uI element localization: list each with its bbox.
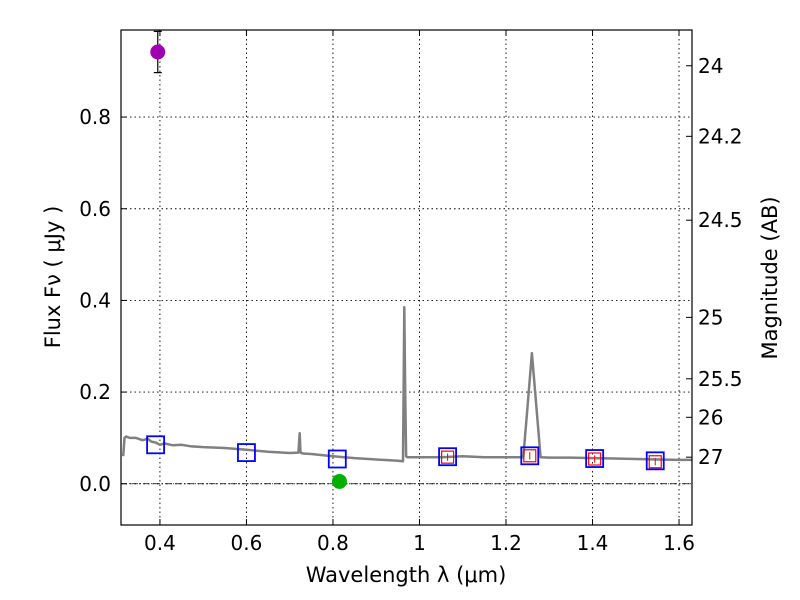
x-tick-label: 1.4 bbox=[577, 531, 609, 555]
x-tick-label: 1 bbox=[413, 531, 426, 555]
model-band-square bbox=[146, 435, 166, 455]
observed-square bbox=[440, 450, 455, 464]
model-band-square bbox=[327, 449, 347, 469]
x-axis-label: Wavelength λ (μm) bbox=[306, 563, 507, 587]
model-spectrum-line bbox=[121, 306, 692, 463]
model-band-square bbox=[438, 447, 457, 467]
observed-square bbox=[523, 449, 537, 463]
observed-square bbox=[588, 452, 602, 466]
x-tick-label: 1.2 bbox=[490, 531, 522, 555]
right-tick-label: 27 bbox=[698, 445, 723, 469]
observed-point bbox=[150, 44, 166, 60]
plot-frame bbox=[120, 29, 693, 526]
model-band-square bbox=[585, 449, 605, 468]
y-tick-label: 0.2 bbox=[79, 380, 111, 404]
grid-lines bbox=[121, 30, 692, 525]
x-tick-label: 0.8 bbox=[317, 531, 349, 555]
y-tick-label: 0.6 bbox=[79, 197, 111, 221]
y-tick-label: 0.0 bbox=[79, 472, 111, 496]
model-band-square bbox=[237, 443, 256, 462]
right-tick-label: 24 bbox=[698, 54, 723, 78]
model-band-square bbox=[645, 451, 665, 471]
right-tick-label: 24.5 bbox=[698, 208, 743, 232]
observed-point bbox=[331, 473, 347, 489]
right-tick-label: 25.5 bbox=[698, 367, 743, 391]
right-tick-label: 25 bbox=[698, 305, 723, 329]
data-points bbox=[146, 30, 665, 489]
right-tick-label: 26 bbox=[698, 405, 723, 429]
axis-ticks: 0.4 0.6 0.8 1 1.2 1.4 1.6 0.0 0.2 0.4 0.6 0.8 24 24.2… bbox=[79, 30, 743, 555]
observed-square bbox=[648, 455, 662, 469]
right-tick-label: 24.2 bbox=[698, 124, 743, 148]
model-spectrum bbox=[121, 306, 692, 463]
y-tick-label: 0.8 bbox=[79, 105, 111, 129]
y-tick-label: 0.4 bbox=[79, 288, 111, 312]
x-tick-label: 1.6 bbox=[663, 531, 695, 555]
right-axis-label: Magnitude (AB) bbox=[758, 196, 782, 359]
y-axis-label: Flux Fν ( μJy ) bbox=[41, 206, 65, 349]
x-tick-label: 0.4 bbox=[144, 531, 176, 555]
x-tick-label: 0.6 bbox=[231, 531, 263, 555]
model-band-square bbox=[520, 446, 540, 466]
